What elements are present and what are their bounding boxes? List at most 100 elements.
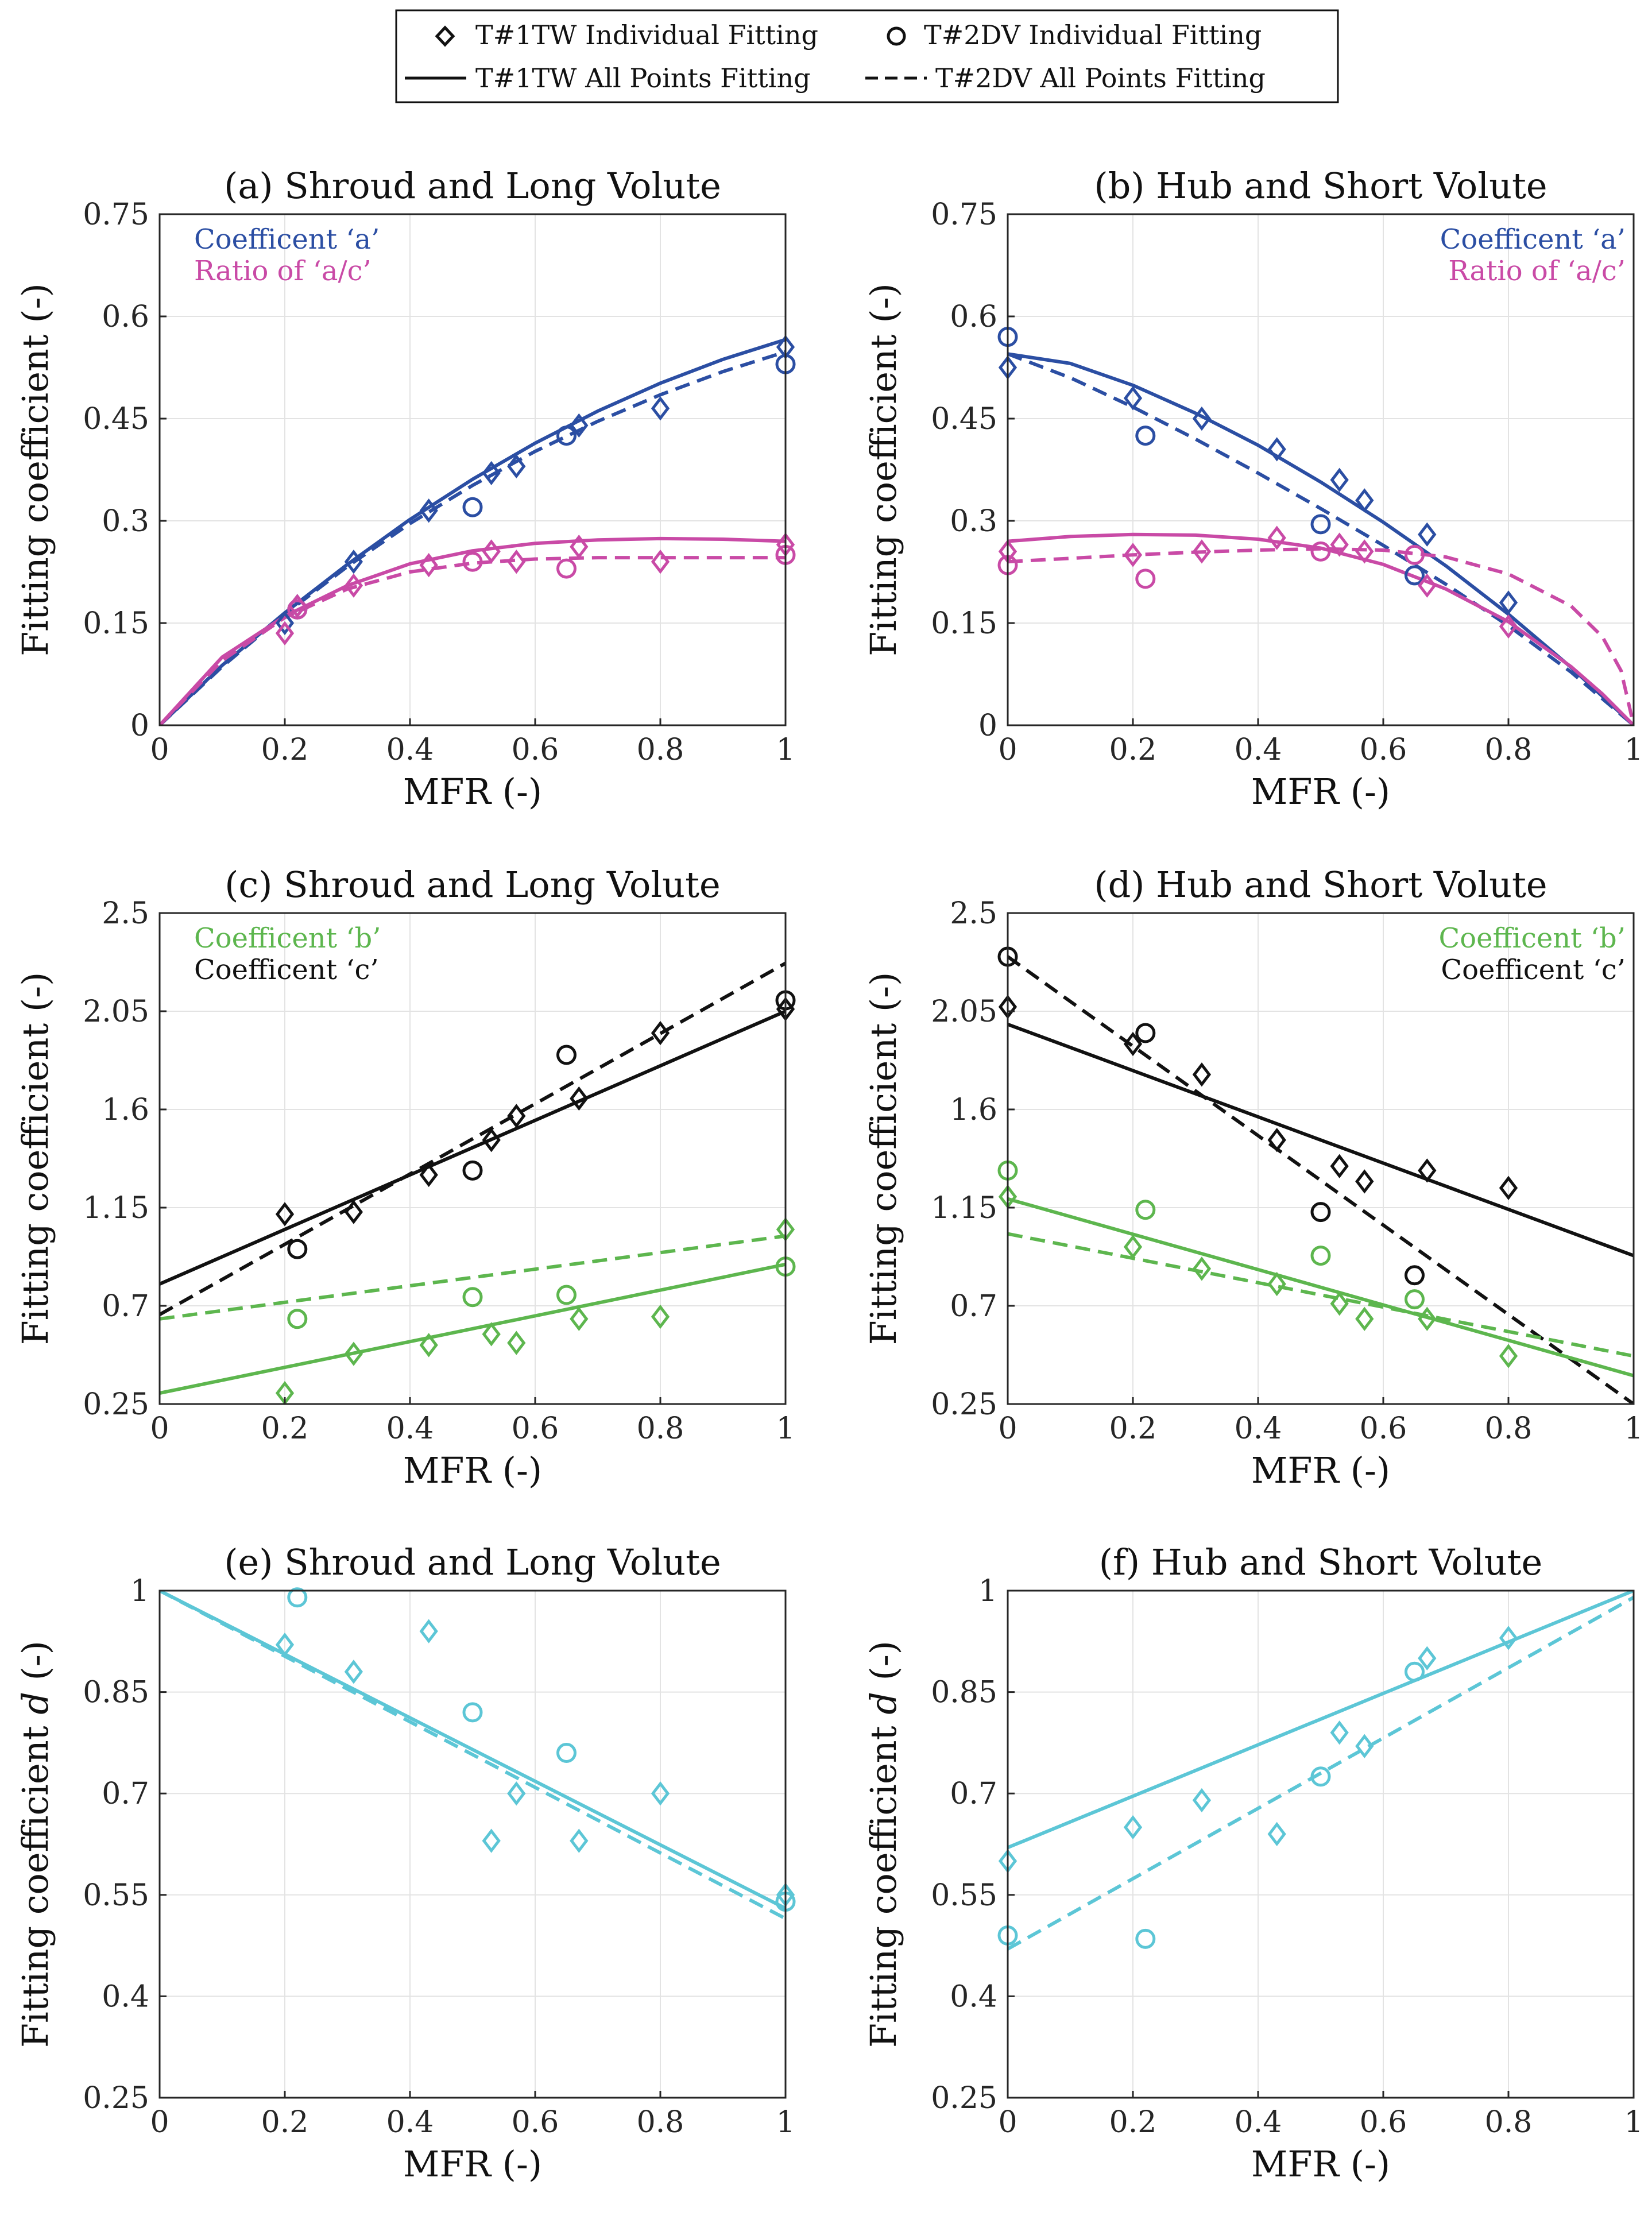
data-point-diamond: [275, 1202, 295, 1227]
annotation-label: Coefficent ‘c’: [1441, 954, 1626, 986]
legend-item-circle: T#2DV Individual Fitting: [887, 20, 1262, 51]
data-point-circle: [1135, 568, 1156, 589]
data-point-circle: [556, 1285, 577, 1305]
y-axis-label-symbol: d: [14, 1692, 56, 1715]
y-axis-label: Fitting coefficient (-): [14, 283, 56, 656]
data-point-diamond: [1123, 1031, 1143, 1057]
x-tick-label: 0.8: [637, 2105, 684, 2140]
chart-title: (d) Hub and Short Volute: [1094, 864, 1547, 906]
x-tick-label: 0.4: [386, 733, 434, 767]
data-point-diamond: [1267, 1821, 1286, 1846]
x-tick-label: 0: [150, 2105, 169, 2140]
y-tick-label: 0.3: [102, 504, 149, 539]
data-point-diamond: [1267, 1128, 1286, 1153]
y-tick-label: 0.25: [931, 2081, 997, 2116]
panel-b: 0 0.2 0.4 0.6 0.8 1 0 0.15 0.3 0.45 0.6 0.75 (b) Hub…: [862, 165, 1643, 813]
data-point-circle: [1310, 1766, 1331, 1787]
x-tick-label: 0: [998, 2105, 1017, 2140]
fit-line-dashed: [160, 961, 786, 1316]
data-point-diamond: [1123, 543, 1143, 567]
y-tick-label: 0.45: [83, 402, 149, 436]
data-point-diamond: [1355, 1734, 1374, 1758]
y-tick-label: 0.25: [83, 2081, 149, 2116]
x-tick-label: 0.8: [1485, 1411, 1533, 1446]
legend-box: [395, 9, 1339, 103]
x-tick-label: 0.8: [637, 1411, 684, 1446]
y-tick-label: 1.6: [102, 1093, 149, 1127]
series-group: [1008, 1591, 1634, 1951]
y-axis-label-text: Fitting coefficient (-): [862, 283, 904, 656]
data-point-diamond: [1418, 522, 1437, 547]
x-tick-label: 0.4: [386, 2105, 434, 2140]
plot-area: [1008, 913, 1634, 1404]
data-point-diamond: [651, 1781, 670, 1806]
data-point-diamond: [1267, 437, 1286, 462]
data-point-diamond: [1355, 1306, 1374, 1331]
y-tick-label: 1.6: [950, 1093, 997, 1127]
x-tick-label: 0.8: [1485, 2105, 1533, 2140]
fit-line-dashed: [1008, 1596, 1634, 1951]
data-point-circle: [287, 1309, 308, 1329]
y-tick-label: 0.3: [950, 504, 997, 539]
y-tick-label: 0.45: [931, 402, 997, 436]
fit-line-dashed: [160, 1591, 786, 1920]
x-axis-label: MFR (-): [403, 1449, 542, 1491]
fit-line-solid: [160, 1262, 786, 1395]
data-point-diamond: [1330, 1291, 1349, 1316]
panel-f: 0 0.2 0.4 0.6 0.8 1 0.25 0.4 0.55 0.7 0.85 1 (f) Hub…: [862, 1541, 1643, 2185]
chart-title: (e) Shroud and Long Volute: [224, 1541, 721, 1583]
fit-line-solid: [1008, 1022, 1634, 1258]
plot-area: [1008, 214, 1634, 725]
y-tick-label: 0.55: [83, 1878, 149, 1913]
annotation-label: Ratio of ‘a/c’: [194, 255, 372, 287]
data-point-diamond: [570, 413, 589, 438]
data-point-circle: [462, 1702, 483, 1723]
data-point-circle: [1405, 565, 1425, 586]
chart-title: (b) Hub and Short Volute: [1094, 165, 1547, 207]
y-tick-label: 0.6: [102, 300, 149, 334]
fit-line-solid: [1008, 1197, 1634, 1378]
legend-label-2: T#2DV Individual Fitting: [924, 20, 1262, 51]
y-tick-label: 0: [978, 709, 997, 743]
fit-line-dashed: [1008, 955, 1634, 1404]
y-tick-label: 2.5: [102, 896, 149, 931]
y-axis-label-unit: (-): [14, 1641, 56, 1692]
data-point-circle: [1310, 1202, 1331, 1223]
x-tick-label: 0.4: [1235, 2105, 1282, 2140]
data-point-diamond: [1499, 1626, 1518, 1650]
y-tick-label: 2.05: [931, 995, 997, 1029]
data-point-circle: [1405, 1661, 1425, 1682]
data-point-diamond: [507, 550, 526, 574]
annotation-label: Coefficent ‘b’: [1439, 922, 1626, 954]
x-axis-label: MFR (-): [403, 2143, 542, 2185]
data-point-circle: [1310, 514, 1331, 535]
annotation-label: Coefficent ‘b’: [194, 922, 381, 954]
data-point-diamond: [1192, 1062, 1212, 1087]
data-point-diamond: [1418, 1158, 1437, 1183]
legend-circle-marker: [887, 26, 906, 46]
data-point-circle: [1310, 1246, 1331, 1266]
data-point-diamond: [1418, 1646, 1437, 1670]
x-tick-label: 0.6: [512, 733, 559, 767]
data-point-diamond: [1123, 1815, 1143, 1840]
annotation-label: Coefficent ‘a’: [194, 223, 380, 256]
data-point-diamond: [419, 553, 438, 578]
fit-line-solid: [1008, 352, 1634, 725]
data-point-diamond: [570, 1086, 589, 1111]
data-point-circle: [556, 558, 577, 579]
series-group: [160, 961, 786, 1395]
panel-d: 0 0.2 0.4 0.6 0.8 1 0.25 0.7 1.15 1.6 2.05 2.5 (d) H…: [862, 864, 1643, 1491]
y-tick-label: 2.05: [83, 995, 149, 1029]
data-point-diamond: [275, 1633, 295, 1657]
data-point-diamond: [1499, 1175, 1518, 1200]
y-tick-label: 0.6: [950, 300, 997, 334]
y-tick-label: 0.7: [102, 1289, 149, 1324]
y-axis-label-unit: (-): [862, 1641, 904, 1692]
marker-group: [275, 1587, 796, 1912]
y-axis-label: Fitting coefficient (-): [862, 972, 904, 1345]
fit-line-dashed: [1008, 352, 1634, 725]
x-tick-label: 0.4: [1235, 1411, 1282, 1446]
data-point-circle: [1135, 426, 1156, 446]
fit-line-dashed: [1008, 547, 1634, 725]
data-point-circle: [287, 1587, 308, 1608]
